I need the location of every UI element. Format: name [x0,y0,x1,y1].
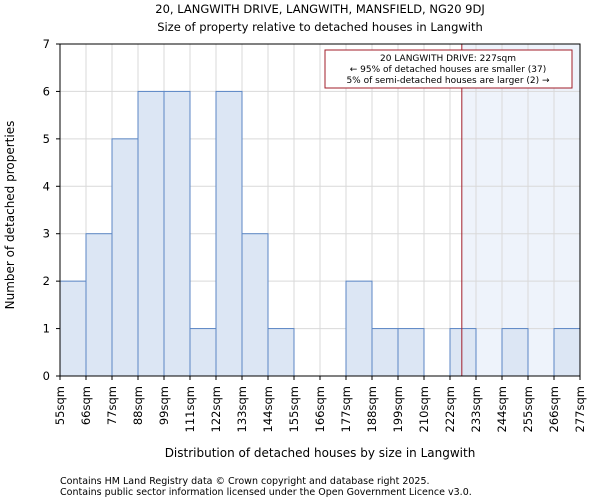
x-axis-label: Distribution of detached houses by size … [165,446,476,460]
x-tick-label: 244sqm [495,386,509,432]
annotation-line-3: 5% of semi-detached houses are larger (2… [346,76,550,86]
bar-99sqm [163,90,191,377]
x-tick-label: 166sqm [313,386,327,432]
bar-222sqm [449,328,477,377]
chart-title: 20, LANGWITH DRIVE, LANGWITH, MANSFIELD,… [155,2,484,16]
x-tick-label: 188sqm [365,386,379,432]
x-tick-label: 277sqm [573,386,587,432]
x-tick-label: 177sqm [339,386,353,432]
annotation-box: 20 LANGWITH DRIVE: 227sqm ← 95% of detac… [324,49,573,89]
bar-77sqm [111,138,139,377]
x-tick-label: 111sqm [183,386,197,432]
highlight-region [461,44,580,376]
y-tick-label: 0 [43,369,50,383]
x-tick-label: 266sqm [547,386,561,432]
x-tick-label: 144sqm [261,386,275,432]
bar-266sqm [553,328,581,377]
bar-244sqm [501,328,529,377]
x-tick-label: 233sqm [469,386,483,432]
y-axis-label: Number of detached properties [3,121,17,310]
x-tick-label: 133sqm [235,386,249,432]
x-tick-label: 199sqm [391,386,405,432]
y-tick-label: 5 [43,132,50,146]
x-tick-label: 255sqm [521,386,535,432]
bar-111sqm [189,328,217,377]
bar-66sqm [85,233,113,377]
bar-122sqm [215,90,243,377]
x-tick-label: 99sqm [157,386,171,425]
x-tick-label: 155sqm [287,386,301,432]
bar-88sqm [137,90,165,377]
y-tick-label: 3 [43,227,50,241]
x-ticks: 55sqm 66sqm 77sqm 88sqm 99sqm 111sqm 122sqm 133… [53,376,587,432]
bar-199sqm [397,328,425,377]
annotation-line-1: 20 LANGWITH DRIVE: 227sqm [380,54,516,64]
y-tick-label: 4 [43,179,50,193]
x-tick-label: 77sqm [105,386,119,425]
bars [59,90,581,377]
x-tick-label: 210sqm [417,386,431,432]
bar-177sqm [345,280,373,377]
bar-188sqm [371,328,399,377]
y-tick-label: 7 [43,37,50,51]
annotation-line-2: ← 95% of detached houses are smaller (37… [350,65,547,75]
bar-55sqm [59,280,87,377]
chart-subtitle: Size of property relative to detached ho… [157,20,483,34]
x-tick-label: 66sqm [79,386,93,425]
x-tick-label: 55sqm [53,386,67,425]
y-tick-label: 2 [43,274,50,288]
x-tick-label: 222sqm [443,386,457,432]
footer-line-2: Contains public sector information licen… [60,487,472,498]
bar-133sqm [241,233,269,377]
footer-line-1: Contains HM Land Registry data © Crown c… [60,476,430,487]
x-tick-label: 122sqm [209,386,223,432]
y-tick-label: 1 [43,322,50,336]
y-ticks: 0 1 2 3 4 5 6 7 [43,37,60,383]
bar-144sqm [267,328,295,377]
y-tick-label: 6 [43,84,50,98]
x-tick-label: 88sqm [131,386,145,425]
annotation-frame [324,49,573,89]
